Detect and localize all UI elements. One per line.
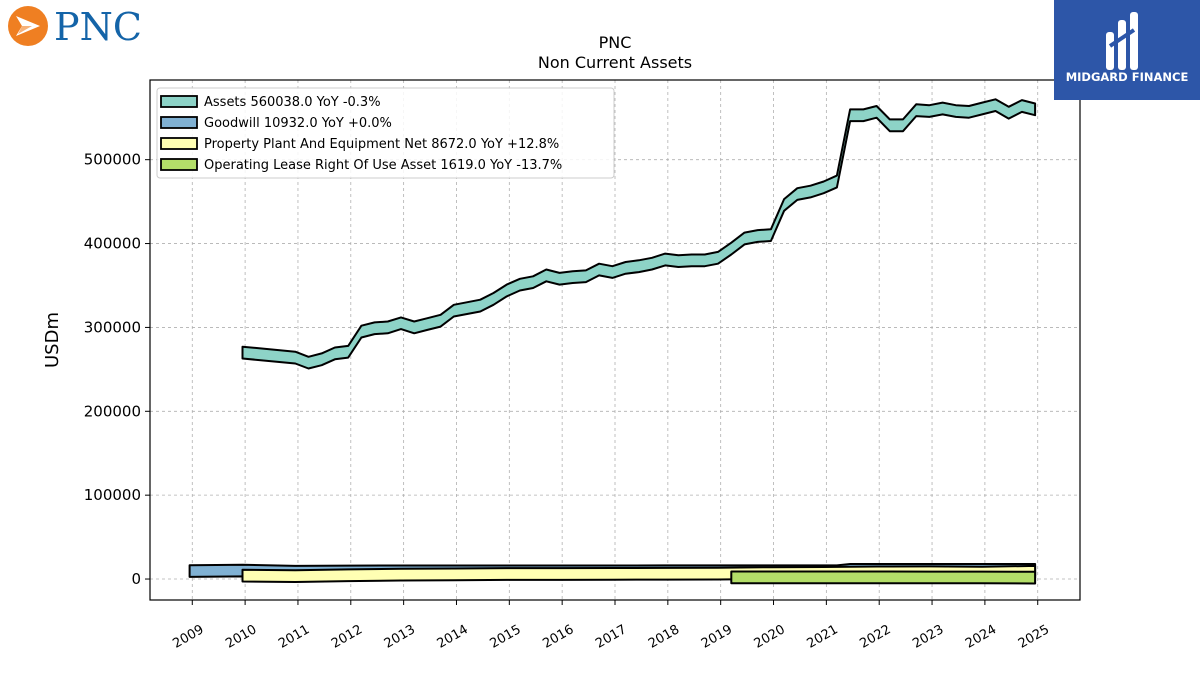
y-tick-label: 200000 xyxy=(84,402,141,420)
legend: Assets 560038.0 YoY -0.3% Goodwill 10932.… xyxy=(156,87,615,179)
x-tick-label: 2021 xyxy=(805,622,841,652)
y-tick-label: 100000 xyxy=(84,486,141,504)
x-tick-label: 2018 xyxy=(646,622,682,652)
legend-label-lease: Operating Lease Right Of Use Asset 1619.… xyxy=(204,158,562,173)
y-tick-label: 300000 xyxy=(84,318,141,336)
y-axis: 0 100000 200000 300000 400000 500000 xyxy=(84,151,150,588)
x-tick-label: 2019 xyxy=(699,622,735,652)
legend-label-goodwill: Goodwill 10932.0 YoY +0.0% xyxy=(204,116,392,131)
series-areas xyxy=(188,98,1037,585)
legend-swatch-assets xyxy=(160,95,198,108)
pnc-logo-icon: PNC xyxy=(8,5,142,49)
x-tick-label: 2023 xyxy=(910,622,946,652)
x-tick-label: 2009 xyxy=(170,622,206,652)
legend-swatch-lease xyxy=(160,158,198,171)
x-tick-label: 2012 xyxy=(329,622,365,652)
chart-subtitle: Non Current Assets xyxy=(538,53,692,72)
chart-title: PNC xyxy=(599,33,632,52)
x-tick-label: 2013 xyxy=(382,622,418,652)
pnc-logo-text: PNC xyxy=(54,5,142,49)
midgard-logo-icon: MIDGARD FINANCE xyxy=(1066,12,1189,84)
y-axis-label: USDm xyxy=(42,312,63,368)
x-tick-label: 2022 xyxy=(857,622,893,652)
x-tick-label: 2016 xyxy=(540,622,576,652)
y-tick-label: 0 xyxy=(131,570,141,588)
x-tick-label: 2024 xyxy=(963,622,999,652)
legend-label-assets: Assets 560038.0 YoY -0.3% xyxy=(204,95,381,110)
x-axis: 2009 2010 2011 2012 2013 2014 2015 2016 2017 2018… xyxy=(170,600,1052,652)
x-tick-label: 2025 xyxy=(1016,622,1052,652)
y-tick-label: 500000 xyxy=(84,151,141,169)
series-band-assets xyxy=(241,98,1037,370)
x-tick-label: 2011 xyxy=(276,622,312,652)
x-tick-label: 2017 xyxy=(593,622,629,652)
midgard-logo: MIDGARD FINANCE xyxy=(1054,0,1200,100)
pnc-logo: PNC xyxy=(6,4,156,49)
series-band-lease xyxy=(730,570,1037,585)
x-tick-label: 2010 xyxy=(223,622,259,652)
x-tick-label: 2015 xyxy=(487,622,523,652)
x-tick-label: 2020 xyxy=(752,622,788,652)
legend-box xyxy=(156,87,615,179)
legend-label-ppe: Property Plant And Equipment Net 8672.0 … xyxy=(204,137,559,152)
x-tick-label: 2014 xyxy=(435,622,471,652)
legend-swatch-goodwill xyxy=(160,116,198,129)
legend-swatch-ppe xyxy=(160,137,198,150)
midgard-logo-text: MIDGARD FINANCE xyxy=(1066,70,1189,84)
y-tick-label: 400000 xyxy=(84,235,141,253)
